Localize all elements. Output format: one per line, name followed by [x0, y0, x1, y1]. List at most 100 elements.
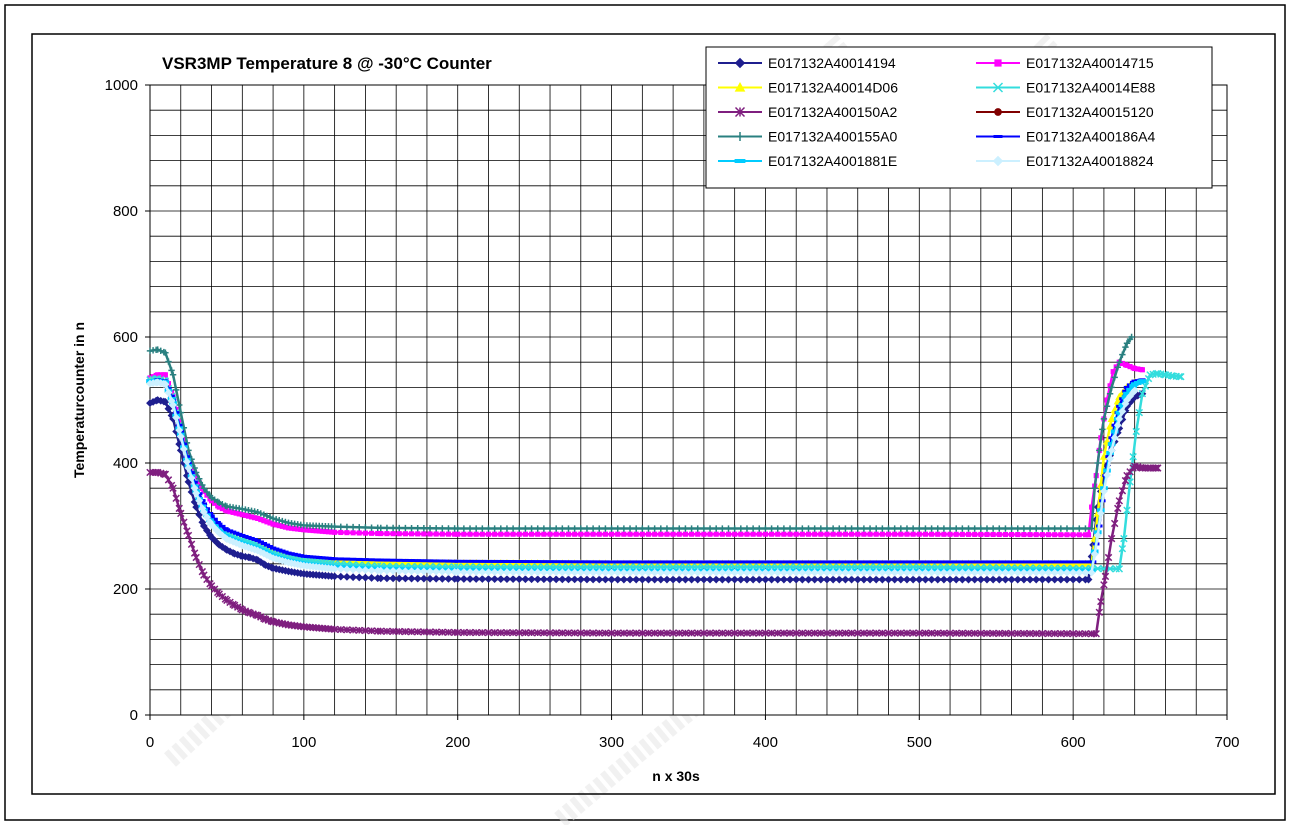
data-point [343, 557, 351, 561]
data-point [964, 629, 973, 638]
data-point [676, 560, 683, 564]
x-tick-label: 600 [1061, 734, 1086, 751]
data-point [439, 531, 445, 537]
data-point [1081, 559, 1090, 567]
data-point [1026, 560, 1034, 564]
data-point [1084, 575, 1093, 584]
data-point [528, 560, 535, 564]
data-point [564, 629, 573, 637]
x-tick-label: 0 [146, 734, 154, 751]
data-point [279, 517, 286, 525]
data-point [1123, 506, 1131, 514]
data-point [855, 531, 861, 537]
data-point [396, 558, 403, 562]
data-point [694, 629, 702, 637]
data-point [337, 557, 344, 561]
data-point [816, 568, 825, 577]
data-point [866, 568, 874, 577]
data-point [1038, 629, 1047, 638]
data-point [756, 560, 763, 564]
data-point [842, 531, 848, 537]
data-point [559, 560, 566, 564]
data-point [466, 575, 474, 583]
data-point [884, 568, 893, 577]
data-point [260, 542, 268, 546]
data-point [614, 525, 621, 532]
data-point [1115, 565, 1124, 573]
data-point [1015, 531, 1021, 538]
data-point [1111, 374, 1118, 381]
data-point [1050, 559, 1059, 567]
data-point [799, 531, 805, 537]
data-point [219, 506, 225, 512]
data-point [1128, 333, 1135, 341]
data-point [338, 529, 344, 536]
data-point [402, 524, 409, 532]
series-E017132A400150A2 [146, 462, 1162, 638]
data-point [804, 629, 813, 637]
data-point [848, 560, 855, 564]
data-point [799, 525, 806, 532]
data-point [910, 531, 916, 537]
data-point [639, 560, 646, 564]
data-point [1009, 531, 1015, 538]
data-point [620, 525, 628, 532]
data-point [510, 531, 516, 537]
data-point [195, 496, 204, 505]
x-tick-label: 500 [907, 734, 932, 751]
data-point [860, 560, 868, 564]
data-point [835, 575, 844, 584]
data-point [208, 514, 215, 518]
data-point [921, 575, 930, 584]
data-point [847, 629, 856, 637]
data-point [823, 560, 831, 564]
data-point [192, 553, 200, 562]
data-point [812, 531, 818, 537]
data-point [420, 628, 428, 636]
legend-label: E017132A40015120 [1026, 104, 1154, 120]
data-point [1116, 359, 1123, 366]
data-point [873, 560, 880, 564]
data-point [650, 575, 659, 584]
data-point [725, 531, 732, 537]
data-point [1027, 532, 1033, 538]
data-point [1020, 560, 1028, 564]
data-point [467, 531, 473, 537]
data-point [669, 560, 677, 564]
data-point [572, 531, 578, 537]
data-point [1113, 397, 1122, 405]
data-point [1101, 572, 1110, 581]
data-point [1069, 568, 1078, 577]
data-point [407, 574, 416, 583]
data-point [607, 575, 616, 584]
data-point [1033, 525, 1040, 532]
data-point [652, 531, 658, 537]
data-point [1063, 575, 1071, 584]
data-point [1081, 629, 1090, 638]
data-point [786, 568, 794, 577]
data-point [607, 629, 616, 637]
data-point [780, 560, 788, 564]
data-point [638, 568, 647, 577]
data-point [478, 575, 487, 583]
legend-entry: E017132A400150A2 [718, 104, 897, 120]
data-point [420, 559, 428, 563]
data-point [595, 629, 603, 637]
data-point [1020, 568, 1028, 577]
data-point [793, 531, 799, 537]
data-point [473, 531, 479, 537]
data-point [651, 525, 658, 532]
data-point [1044, 559, 1053, 567]
data-point [903, 560, 911, 564]
data-point [509, 525, 517, 532]
data-point [1088, 525, 1095, 532]
data-point [781, 531, 787, 537]
data-point [485, 531, 492, 537]
data-point [644, 629, 653, 637]
data-point [892, 531, 898, 537]
data-point [1087, 568, 1096, 577]
data-point [1122, 389, 1129, 393]
data-point [903, 629, 911, 637]
data-point [1175, 372, 1184, 381]
data-point [927, 575, 936, 584]
